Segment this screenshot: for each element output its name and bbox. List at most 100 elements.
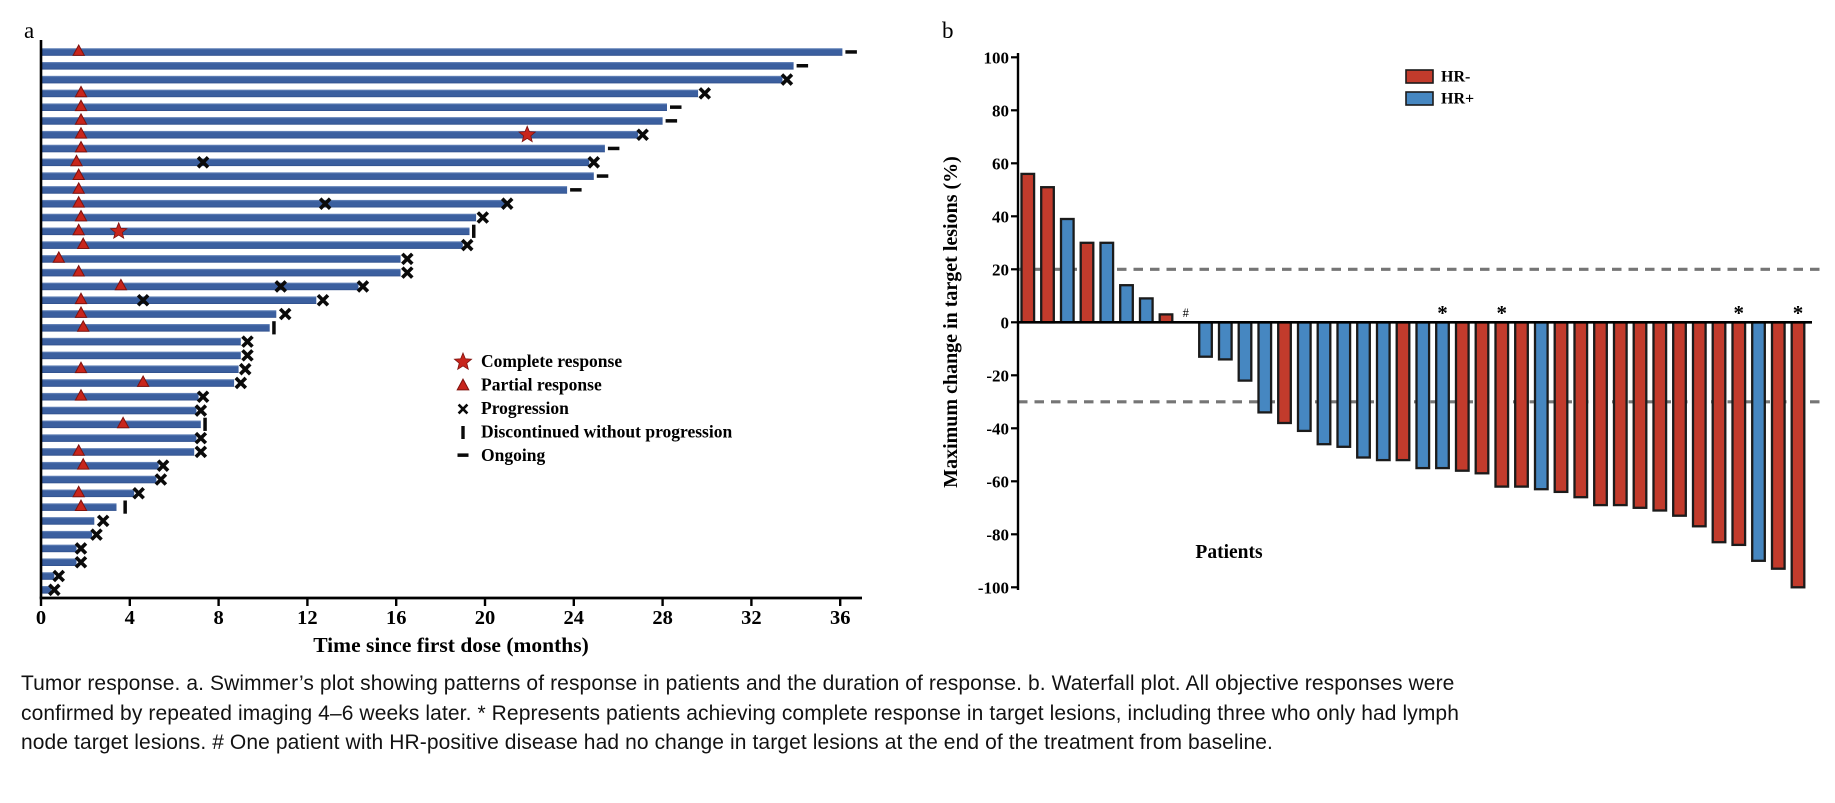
swimmer-bar [41,530,93,539]
waterfall-bar [1020,172,1036,324]
swimmer-bar [41,117,663,125]
swimmer-bar [41,172,594,180]
swimmer-bar [41,255,401,263]
partial-response-marker [74,209,88,222]
partial-response-marker [72,195,86,208]
waterfall-bar [1316,321,1332,446]
partial-response-marker [76,457,90,470]
discontinued-marker [123,500,127,514]
swimmer-bar [41,213,477,222]
progression-marker [90,528,103,541]
partial-response-marker [74,305,88,318]
swimmer-bar [41,268,401,277]
progression-marker [587,156,601,169]
progression-marker [196,390,210,404]
waterfall-bar [1711,321,1727,544]
progression-marker [316,293,330,307]
waterfall-bar [1632,321,1648,509]
waterfall-bar [1790,321,1806,589]
legend-label: Ongoing [481,445,545,465]
partial-response-marker [74,292,88,305]
waterfall-bar [1672,321,1687,517]
legend-progression-icon [457,403,469,415]
y-axis-tick-label: -80 [986,525,1009,544]
swimmer-bar [41,365,239,373]
waterfall-bar [1533,321,1549,491]
complete-response-asterisk: * [1734,301,1745,325]
swimmer-bar [41,158,590,167]
figure-panels: a 0 4 8 12 16 20 24 28 32 36 Time since first dose … [24,18,1820,657]
x-axis-tick-label: 12 [297,607,318,629]
waterfall-bar [1296,321,1312,433]
discontinued-marker [472,224,476,238]
legend-swatch-HRpos [1405,91,1434,106]
waterfall-bar [1454,321,1470,472]
swimmer-bar [41,48,843,56]
partial-response-marker [74,361,88,374]
swimmer-bar [41,227,470,236]
waterfall-bar [1217,321,1233,361]
progression-marker [48,583,61,597]
swimmer-bar [41,241,463,249]
x-axis-tick-label: 8 [213,607,223,629]
no-change-hash: # [1183,306,1190,320]
figure-caption: Tumor response. a. Swimmer’s plot showin… [21,669,1551,758]
ongoing-marker [796,64,809,68]
x-axis-tick-label: 24 [564,607,585,629]
waterfall-bar [1257,321,1273,414]
y-axis-tick-label: 80 [992,101,1009,120]
progression-marker [74,542,88,555]
legend-label: Progression [481,398,569,418]
progression-marker [476,211,490,224]
discontinued-marker [203,417,207,431]
swimmer-bar [41,186,568,194]
swimmer-bar [41,296,317,304]
waterfall-bar [1079,241,1095,324]
swimmer-bar [41,461,159,470]
waterfall-bar [1593,321,1608,507]
partial-response-marker [74,140,88,153]
progression-marker [500,197,514,210]
y-axis-tick-label: 60 [992,154,1009,173]
progression-marker [401,266,414,279]
legend-discontinued-icon [461,426,465,439]
ongoing-marker [570,188,582,192]
progression-marker [156,459,170,472]
partial-response-marker [74,126,88,139]
legend-ongoing-icon [457,453,469,457]
panel-a-label: a [24,18,34,43]
progression-marker [274,280,288,293]
swimmer-bar [41,75,783,84]
legend-partial-response-icon [456,378,470,391]
y-axis-tick-label: -20 [986,366,1009,385]
complete-response-asterisk: * [1437,301,1448,325]
progression-marker [241,349,254,362]
caption-line-2: confirmed by repeated imaging 4–6 weeks … [21,701,1459,725]
progression-marker [780,73,794,86]
waterfall-bar [1375,321,1391,462]
waterfall-bar [1553,321,1569,494]
partial-response-marker [136,374,150,387]
waterfall-bar [1277,321,1292,425]
partial-response-marker [72,443,86,456]
swimmer-bar [41,434,197,442]
swimmer-x-axis-title: Time since first dose (months) [313,633,589,657]
waterfall-bar [1652,321,1668,512]
legend-complete-response-icon [453,351,473,371]
swimmer-bar [41,351,241,360]
swimmer-bar [41,89,699,98]
legend-label: HR+ [1441,91,1474,108]
partial-response-marker [76,237,90,250]
progression-marker [698,87,712,100]
partial-response-marker [116,416,130,429]
swimmer-bar [41,572,55,580]
progression-marker [401,252,414,266]
waterfall-bar [1395,321,1411,462]
progression-marker [194,431,208,445]
waterfall-bar [1612,321,1628,507]
waterfall-bar [1099,241,1115,324]
waterfall-bar [1435,321,1450,470]
partial-response-marker [72,43,86,56]
swimmer-bar [41,489,135,498]
y-axis-tick-label: 0 [1001,313,1010,332]
